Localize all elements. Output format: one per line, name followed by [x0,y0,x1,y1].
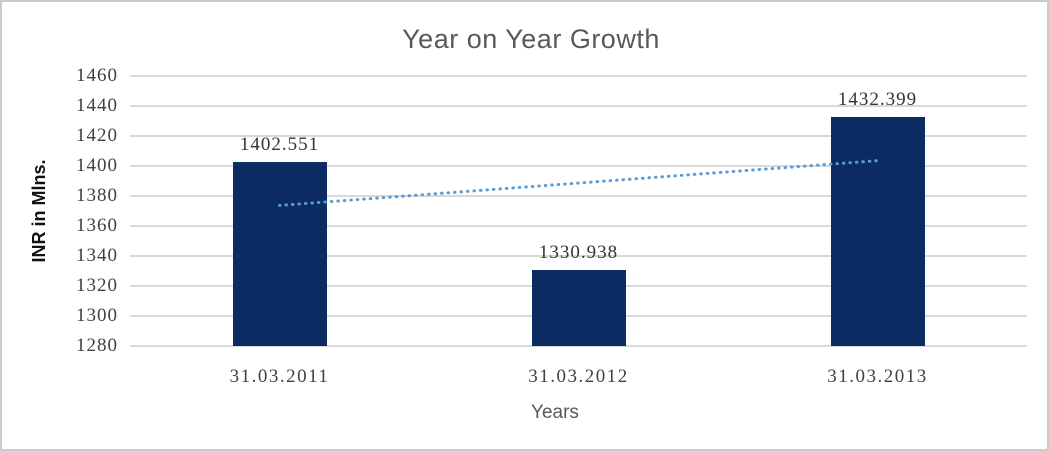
chart-title: Year on Year Growth [402,24,660,54]
bar-data-label: 1432.399 [837,89,918,111]
bar [232,162,327,346]
gridline [130,255,1027,257]
y-tick-label: 1420 [76,125,118,146]
trendline [278,159,879,207]
bar-data-label: 1402.551 [239,134,320,156]
gridline [130,225,1027,227]
y-tick-label: 1440 [76,95,118,116]
bar-data-label: 1330.938 [538,241,619,263]
y-tick-label: 1280 [76,335,118,356]
y-tick-label: 1340 [76,245,118,266]
bar [531,269,626,346]
y-tick-label: 1380 [76,185,118,206]
gridline [130,75,1027,77]
y-tick-label: 1460 [76,65,118,86]
bar [830,117,925,346]
y-tick-label: 1400 [76,155,118,176]
x-tick-label: 31.03.2011 [229,366,330,387]
y-tick-label: 1300 [76,305,118,326]
y-tick-label: 1360 [76,215,118,236]
y-tick-label: 1320 [76,275,118,296]
x-axis-title: Years [531,402,579,423]
x-tick-label: 31.03.2013 [827,366,928,387]
gridline [130,345,1027,347]
x-tick-label: 31.03.2012 [528,366,629,387]
gridline [130,135,1027,137]
gridline [130,105,1027,107]
